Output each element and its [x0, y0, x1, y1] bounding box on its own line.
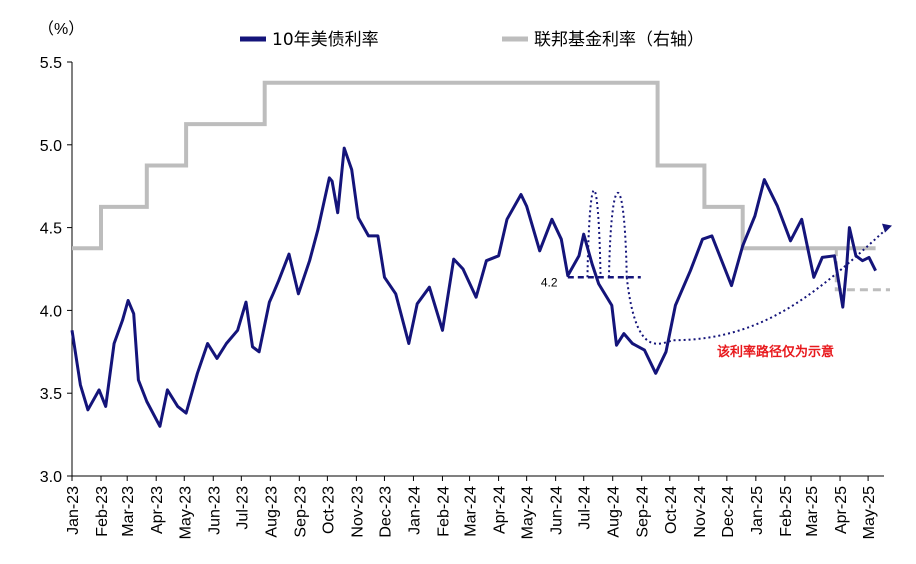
y-tick-label: 3.5 [40, 386, 62, 403]
x-tick-label: Dec-23 [377, 486, 394, 538]
x-tick-label: Sep-24 [635, 486, 652, 538]
x-tick-label: Mar-24 [463, 486, 480, 537]
x-tick-label: Jun-24 [549, 486, 566, 535]
series-line-yield [70, 146, 877, 428]
x-tick-label: Jun-23 [206, 486, 223, 535]
x-tick-label: Jan-24 [406, 486, 423, 535]
y-tick-label: 5.5 [40, 55, 62, 72]
x-tick-label: Jul-23 [234, 486, 251, 530]
x-tick-label: Feb-25 [778, 486, 795, 537]
x-tick-label: Dec-24 [720, 486, 737, 538]
y-tick-label: 4.5 [40, 221, 62, 238]
projection-annotation: 该利率路径仅为示意 [717, 344, 834, 360]
legend-label-fed-funds: 联邦基金利率（右轴） [534, 30, 704, 50]
x-tick-label: May-23 [177, 486, 194, 539]
series-line-fed-funds [72, 80, 876, 251]
x-tick-label: Oct-23 [320, 486, 337, 534]
x-tick-label: Feb-23 [94, 486, 111, 537]
x-tick-label: Apr-25 [833, 486, 850, 534]
x-tick-label: Sep-23 [292, 486, 309, 538]
x-tick-label: May-24 [520, 486, 537, 539]
x-tick-label: Nov-24 [692, 486, 709, 538]
illustrative-projection-curve [673, 226, 889, 342]
y-tick-label: 5.0 [40, 138, 62, 155]
x-tick-label: Mar-23 [120, 486, 137, 537]
y-tick-group: 3.0 3.5 4.0 4.5 5.0 5.5 [40, 55, 72, 486]
x-tick-label: Nov-23 [349, 486, 366, 538]
x-tick-label: Aug-24 [606, 486, 623, 538]
x-tick-label: Aug-23 [263, 486, 280, 538]
x-tick-group: Jan-23 Feb-23 Mar-23 Apr-23 May-23 Jun-23 Jul-… [65, 476, 878, 539]
y-tick-label: 3.0 [40, 469, 62, 486]
x-tick-label: Apr-24 [492, 486, 509, 534]
projection-arrowhead [882, 223, 892, 233]
x-tick-label: May-25 [861, 486, 878, 539]
y-tick-label: 4.0 [40, 303, 62, 320]
legend: 10年美债利率 联邦基金利率（右轴） [240, 30, 704, 50]
x-tick-label: Oct-24 [663, 486, 680, 534]
x-tick-label: Jul-24 [577, 486, 594, 530]
x-tick-label: Mar-25 [804, 486, 821, 537]
x-tick-label: Jan-23 [65, 486, 82, 535]
legend-label-yield: 10年美债利率 [272, 30, 379, 50]
x-tick-label: Feb-24 [435, 486, 452, 537]
reference-label: 4.2 [541, 275, 558, 289]
y-axis-unit-label: （%） [38, 20, 84, 38]
illustrative-dotted-spikes [586, 189, 674, 345]
x-tick-label: Jan-25 [749, 486, 766, 535]
x-tick-label: Apr-23 [149, 486, 166, 534]
